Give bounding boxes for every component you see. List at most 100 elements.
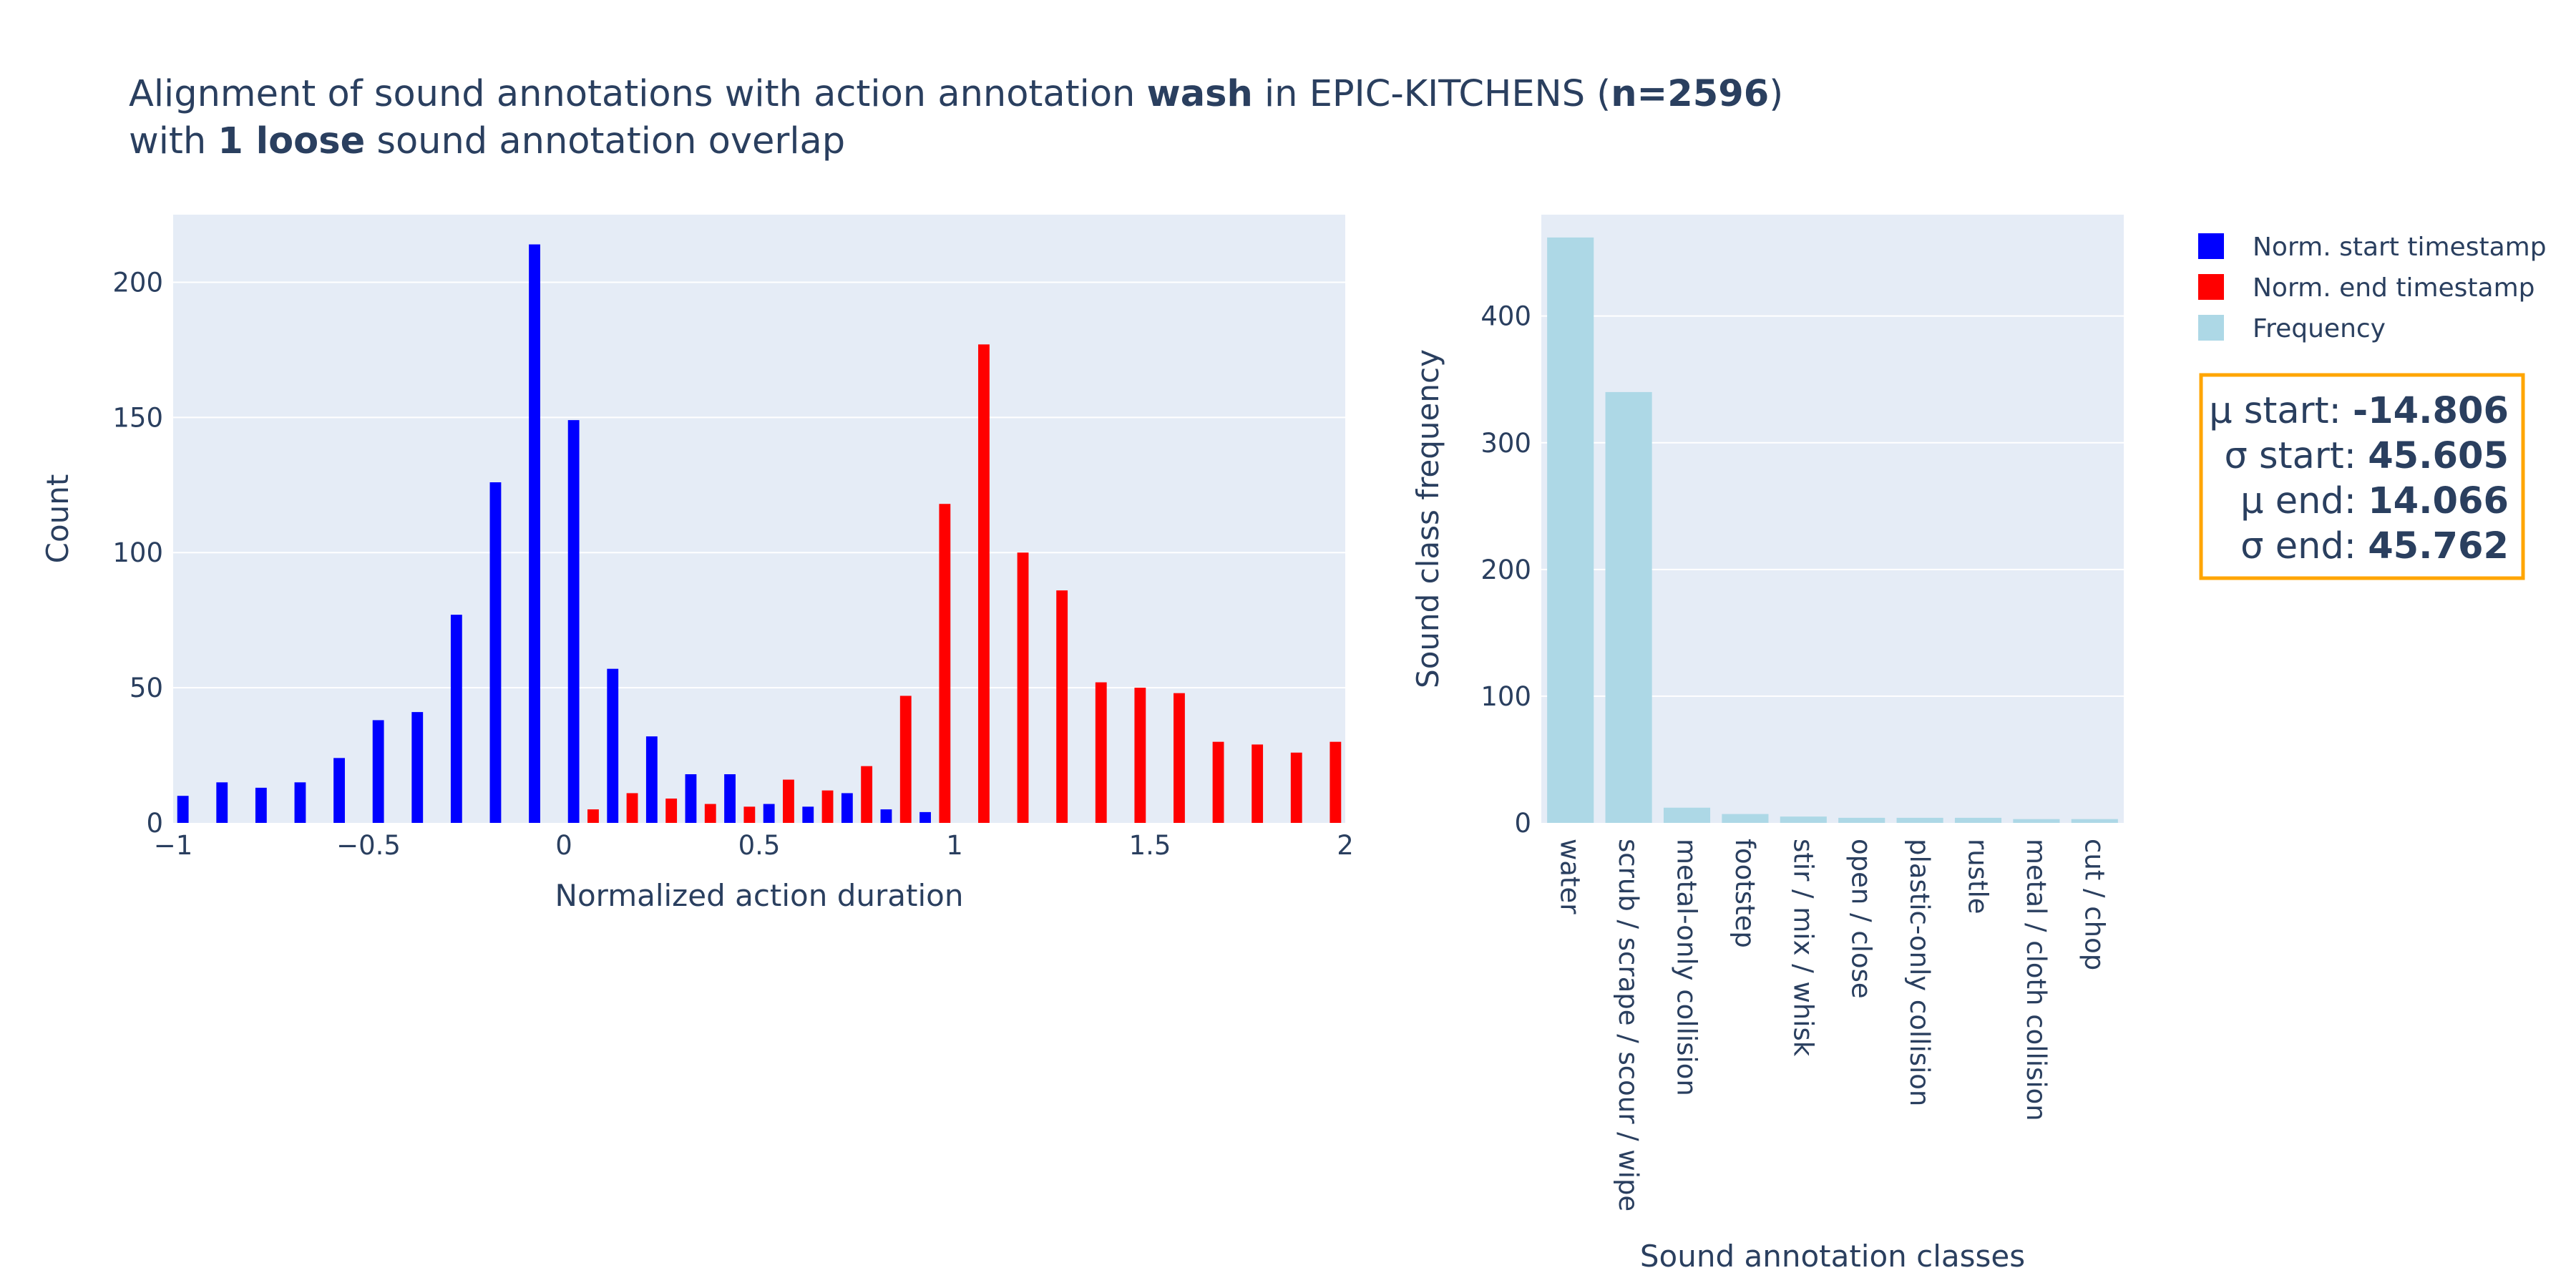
start-bar [450, 615, 462, 823]
stat-mu-end: μ end: 14.066 [2240, 480, 2509, 522]
start-bar [489, 482, 502, 823]
x-tick-label: 0 [555, 830, 572, 861]
legend-item-start[interactable]: Norm. start timestamp [2198, 233, 2547, 262]
y-tick-label: 0 [146, 808, 163, 839]
legend-label-start: Norm. start timestamp [2253, 233, 2547, 262]
start-bar [685, 774, 697, 823]
statistics-box-border [2199, 373, 2525, 580]
frequency-y-ticks: 0 100 200 300 400 [1480, 301, 1531, 839]
category-label: water [1555, 839, 1586, 914]
frequency-category-labels: water scrub / scrape / scour / wipe metal-… [1555, 839, 2110, 1211]
start-bar [294, 782, 306, 823]
y-tick-label: 400 [1480, 301, 1531, 332]
x-tick-label: 1 [946, 830, 963, 861]
legend-swatch-frequency [2198, 315, 2224, 341]
end-bar [1174, 693, 1185, 823]
legend-label-frequency: Frequency [2253, 314, 2386, 343]
category-label: rustle [1963, 839, 1994, 914]
category-label: footstep [1729, 839, 1760, 948]
chart-title-line-1: Alignment of sound annotations with acti… [129, 73, 1783, 115]
end-bar [1056, 590, 1068, 823]
y-tick-label: 150 [112, 402, 163, 433]
y-tick-label: 300 [1480, 428, 1531, 459]
y-tick-label: 100 [112, 537, 163, 568]
legend-swatch-end [2198, 274, 2224, 300]
y-tick-label: 100 [1480, 681, 1531, 712]
histogram-y-ticks: 0 50 100 150 200 [112, 267, 163, 839]
end-bar [1017, 552, 1029, 823]
frequency-bar [1896, 817, 1943, 823]
start-bar [724, 774, 736, 823]
frequency-bar [1954, 817, 2002, 823]
frequency-bars [1547, 237, 2118, 823]
chart-title-line-2: with 1 loose sound annotation overlap [129, 120, 845, 162]
start-bar [255, 787, 267, 823]
start-bar [880, 809, 892, 823]
legend-item-end[interactable]: Norm. end timestamp [2198, 273, 2535, 303]
category-label: metal-only collision [1672, 839, 1702, 1096]
histogram-y-axis-title: Count [40, 474, 75, 564]
histogram-x-ticks: −1 −0.5 0 0.5 1 1.5 2 [154, 830, 1354, 861]
end-bar [861, 766, 873, 823]
end-bar [1330, 741, 1342, 823]
histogram-x-axis-title: Normalized action duration [555, 878, 964, 913]
x-tick-label: 1.5 [1129, 830, 1171, 861]
x-tick-label: 0.5 [738, 830, 781, 861]
frequency-bar [1722, 814, 1769, 823]
end-bar [626, 793, 638, 823]
end-bar [939, 504, 951, 823]
end-bar [1212, 741, 1224, 823]
category-label: open / close [1846, 839, 1877, 999]
category-label: scrub / scrape / scour / wipe [1613, 839, 1644, 1211]
x-tick-label: −0.5 [336, 830, 401, 861]
frequency-bar [1838, 817, 1885, 823]
category-label: cut / chop [2079, 839, 2109, 970]
end-bar [1134, 688, 1146, 823]
y-tick-label: 200 [1480, 555, 1531, 585]
start-bar [216, 782, 228, 823]
end-bar [1095, 682, 1107, 823]
stat-mu-start: μ start: -14.806 [2209, 390, 2509, 432]
frequency-bar [2071, 819, 2118, 823]
start-bar [372, 720, 384, 823]
start-bar [567, 420, 580, 823]
frequency-y-axis-title: Sound class frequency [1410, 349, 1445, 688]
y-tick-label: 0 [1514, 808, 1531, 839]
legend-label-end: Norm. end timestamp [2253, 273, 2535, 303]
x-tick-label: 2 [1337, 830, 1354, 861]
end-bar [704, 804, 716, 823]
end-bar [665, 799, 678, 823]
legend-item-frequency[interactable]: Frequency [2198, 314, 2386, 343]
histogram-gridlines [173, 281, 1345, 689]
start-bar [529, 244, 540, 823]
stat-sigma-start: σ start: 45.605 [2224, 435, 2509, 477]
start-bar [802, 806, 814, 823]
legend: Norm. start timestamp Norm. end timestam… [2198, 233, 2547, 343]
start-bar [177, 796, 189, 823]
end-bar [587, 809, 599, 823]
frequency-bar [1780, 816, 1827, 823]
frequency-bar [1547, 237, 1594, 823]
start-bar [841, 793, 853, 823]
frequency-bar [1663, 807, 1711, 823]
end-bar [899, 696, 912, 823]
start-bar [919, 811, 931, 823]
histogram-plot-background [173, 215, 1345, 823]
y-tick-label: 50 [130, 673, 163, 703]
end-bar [783, 779, 794, 823]
frequency-plot: 0 100 200 300 400 water scrub / scrape / scou… [1410, 215, 2124, 1274]
start-bar [645, 736, 658, 823]
histogram-bars [177, 244, 1342, 823]
start-bar [333, 758, 345, 823]
y-tick-label: 200 [112, 267, 163, 298]
end-bar [1290, 752, 1302, 823]
legend-swatch-start [2198, 233, 2224, 259]
category-label: metal / cloth collision [2021, 839, 2051, 1121]
start-bar [607, 668, 619, 823]
frequency-bar [2013, 819, 2060, 823]
end-bar [1252, 744, 1264, 823]
end-bar [821, 790, 834, 823]
stat-sigma-end: σ end: 45.762 [2240, 525, 2509, 567]
histogram-plot: 0 50 100 150 200 −1 −0.5 0 0.5 1 1.5 2 Normalized … [40, 215, 1354, 913]
